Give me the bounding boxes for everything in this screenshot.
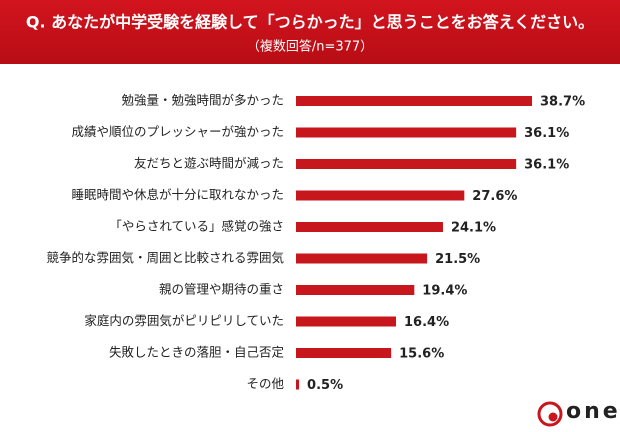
header-band bbox=[0, 0, 620, 64]
category-label: 「やらされている」感覚の強さ bbox=[109, 219, 284, 234]
value-label: 21.5% bbox=[435, 252, 480, 267]
category-label: 成績や順位のプレッシャーが強かった bbox=[71, 124, 284, 139]
value-label: 0.5% bbox=[307, 378, 343, 393]
value-label: 36.1% bbox=[524, 126, 569, 141]
value-label: 36.1% bbox=[524, 158, 569, 173]
value-label: 27.6% bbox=[472, 189, 517, 204]
category-label: 競争的な雰囲気・周囲と比較される雰囲気 bbox=[46, 250, 284, 265]
bar bbox=[296, 222, 443, 232]
bar bbox=[296, 190, 465, 201]
chart-subtitle: （複数回答/n=377） bbox=[247, 39, 373, 55]
category-label: 友だちと遊ぶ時間が減った bbox=[134, 156, 284, 171]
value-label: 24.1% bbox=[451, 221, 496, 236]
value-label: 16.4% bbox=[404, 315, 449, 330]
logo-text: one bbox=[566, 399, 620, 424]
bar bbox=[296, 253, 428, 264]
bar bbox=[296, 348, 392, 358]
chart-title: Q. あなたが中学受験を経験して「つらかった」と思うことをお答えください。 bbox=[26, 13, 594, 32]
category-label: 親の管理や期待の重さ bbox=[159, 282, 284, 297]
bar bbox=[296, 96, 532, 106]
bar bbox=[296, 127, 517, 138]
category-label: 家庭内の雰囲気がピリピリしていた bbox=[84, 313, 284, 328]
bar bbox=[296, 316, 397, 327]
category-label: 勉強量・勉強時間が多かった bbox=[121, 93, 284, 108]
logo-icon bbox=[537, 401, 563, 427]
value-label: 19.4% bbox=[422, 284, 467, 299]
category-label: 失敗したときの落胆・自己否定 bbox=[109, 345, 284, 360]
bar bbox=[296, 159, 517, 169]
value-label: 38.7% bbox=[540, 95, 585, 110]
category-label: その他 bbox=[246, 376, 284, 391]
bar bbox=[296, 285, 415, 295]
bar bbox=[296, 379, 300, 390]
value-label: 15.6% bbox=[399, 347, 444, 362]
category-label: 睡眠時間や休息が十分に取れなかった bbox=[71, 187, 284, 202]
